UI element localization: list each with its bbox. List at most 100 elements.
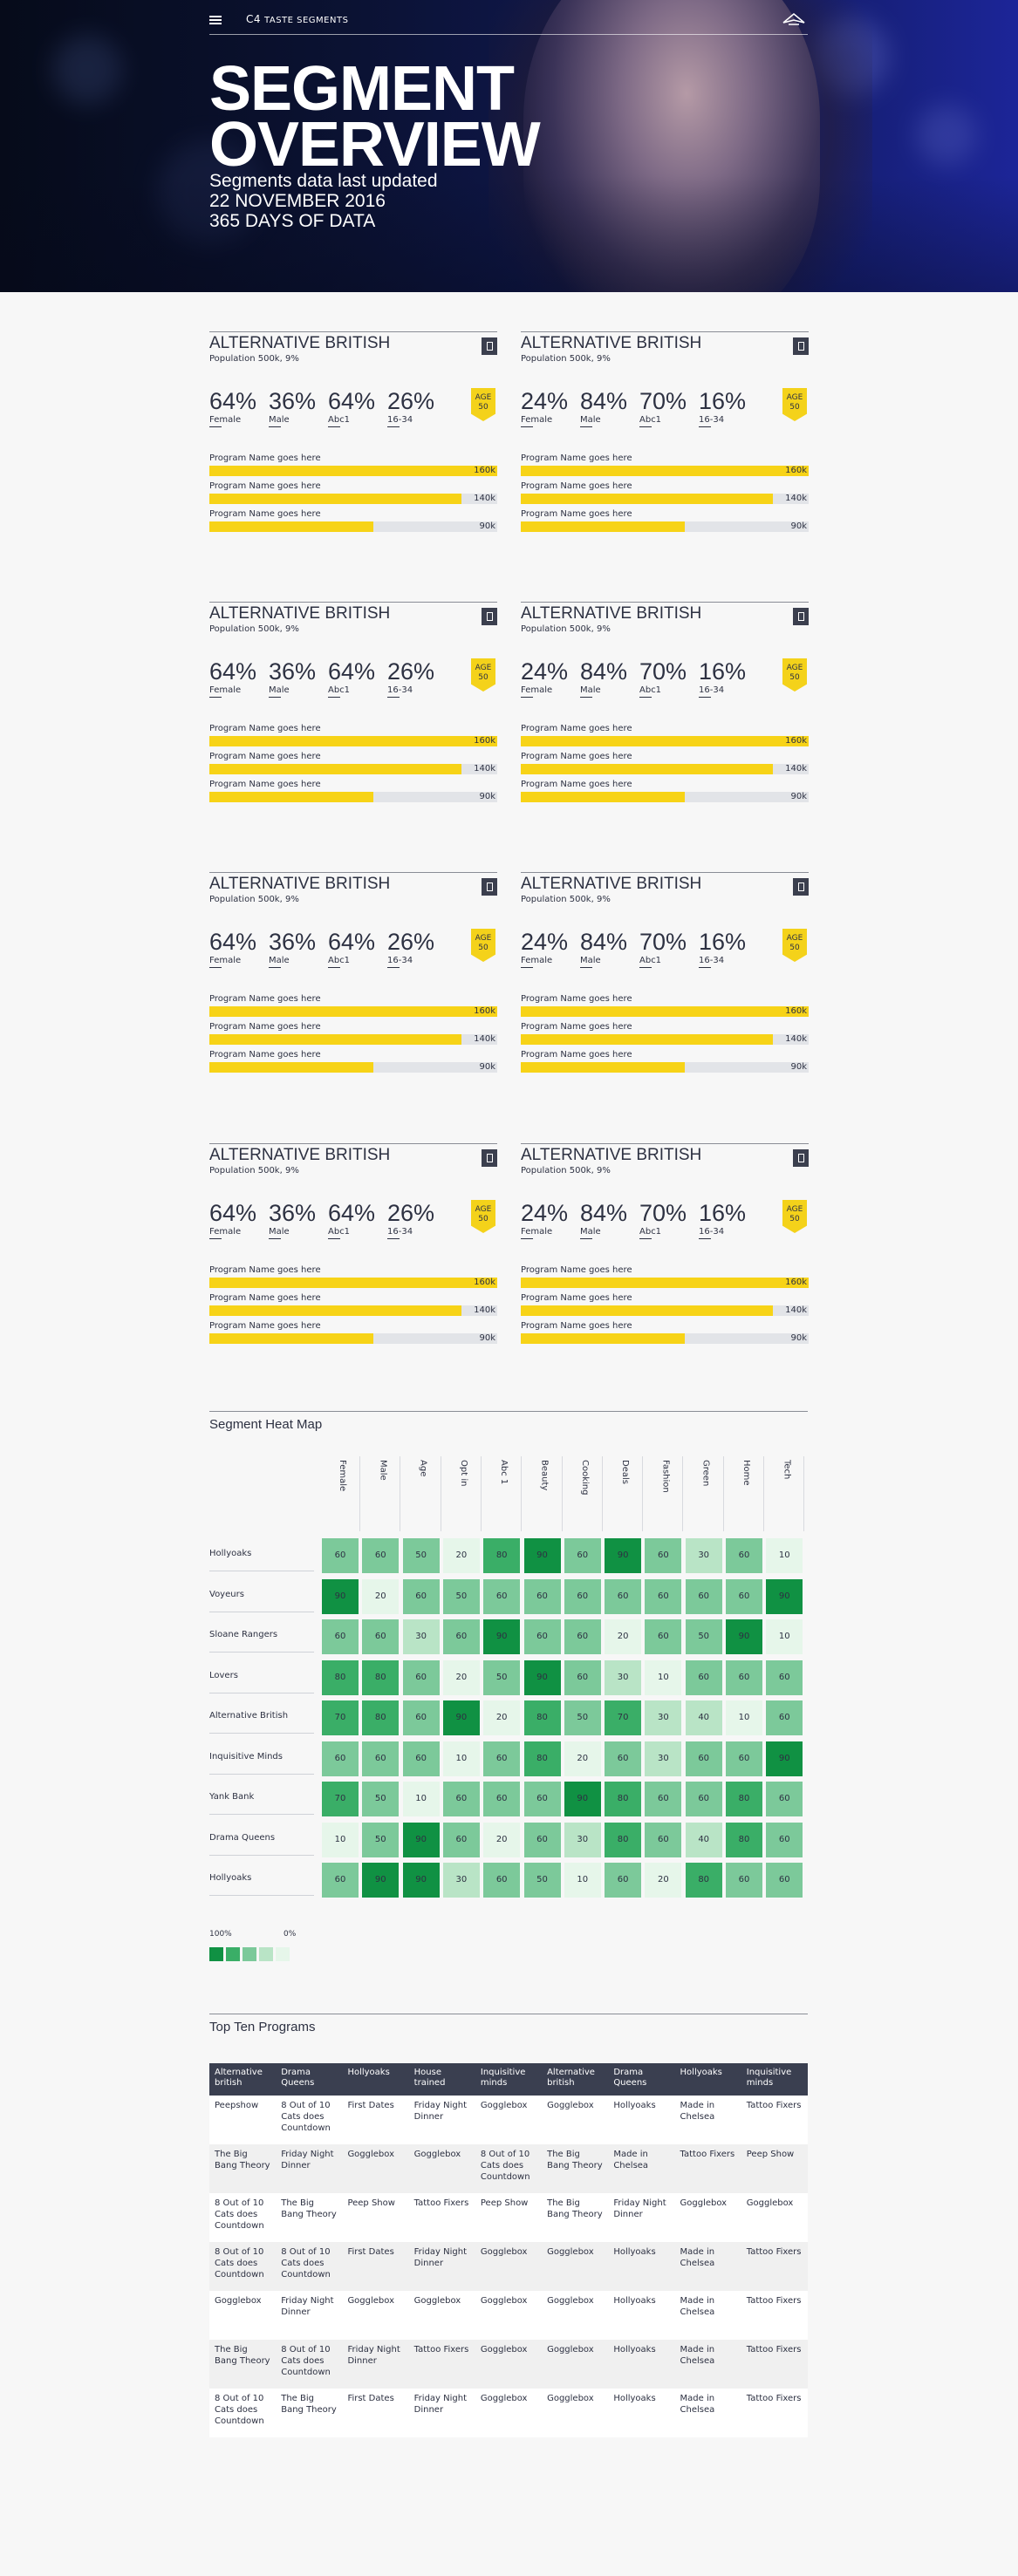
program-value: 160k (474, 1278, 495, 1287)
heatmap-cell: 60 (483, 1782, 521, 1816)
stat-value: 26% (387, 658, 435, 685)
table-cell: Gogglebox (342, 2291, 409, 2340)
program-list: Program Name goes here 160k Program Name g… (521, 453, 809, 537)
heatmap-cell: 60 (766, 1863, 803, 1898)
column-header[interactable]: Drama Queens (276, 2063, 343, 2096)
heatmap-cell: 60 (402, 1741, 440, 1776)
brand-name[interactable]: C4 TASTE SEGMENTS (246, 13, 349, 25)
card-header: ALTERNATIVE BRITISH Population 500k, 9% (521, 602, 809, 634)
card-header: ALTERNATIVE BRITISH Population 500k, 9% (209, 1143, 497, 1176)
heatmap-cell: 60 (685, 1741, 722, 1776)
column-header[interactable]: Hollyoaks (342, 2063, 409, 2096)
top-navigation-bar: C4 TASTE SEGMENTS (209, 12, 808, 35)
heatmap-cell: 80 (322, 1659, 359, 1695)
program-value: 90k (790, 1333, 807, 1343)
table-cell: 8 Out of 10 Cats does Countdown (209, 2193, 277, 2242)
heatmap-cell: 80 (523, 1741, 561, 1776)
segment-population: Population 500k, 9% (209, 354, 299, 364)
column-header[interactable]: Alternative british (542, 2063, 609, 2096)
stat-value: 36% (269, 929, 317, 955)
export-icon[interactable] (793, 878, 809, 896)
program-bar: 140k (209, 764, 497, 774)
program-item: Program Name goes here 90k (521, 509, 809, 537)
program-bar: 90k (521, 1062, 809, 1073)
export-icon[interactable] (482, 878, 497, 896)
column-header[interactable]: Inquisitive minds (475, 2063, 543, 2096)
stat-item: 64% Female (209, 659, 256, 698)
segment-stats: 64% Female 36% Male 64% Abc1 26% 16-34 AGE 50 (209, 929, 497, 980)
stat-item: 64% Abc1 (328, 389, 375, 427)
heatmap-cell: 20 (483, 1822, 521, 1857)
heatmap-cell: 80 (362, 1700, 400, 1735)
stat-item: 84% Male (580, 930, 627, 968)
program-list: Program Name goes here 160k Program Name g… (521, 994, 809, 1078)
heatmap-cell: 30 (402, 1619, 440, 1654)
segment-stats: 24% Female 84% Male 70% Abc1 16% 16-34 AGE 50 (521, 388, 809, 440)
table-cell: Friday Night Dinner (408, 2389, 475, 2437)
heatmap-cell: 60 (726, 1659, 762, 1695)
export-icon[interactable] (482, 1149, 497, 1167)
stat-value: 24% (521, 1200, 569, 1226)
heatmap-cell: 60 (402, 1578, 440, 1614)
program-bar: 90k (521, 792, 809, 802)
program-bar: 160k (209, 466, 497, 476)
program-value: 90k (479, 521, 495, 531)
stat-label: Male (580, 956, 627, 968)
program-bar: 160k (521, 466, 809, 476)
table-cell: Friday Night Dinner (408, 2242, 475, 2291)
table-cell: Gogglebox (542, 2242, 609, 2291)
column-header[interactable]: Alternative british (209, 2063, 277, 2096)
channel-logo-icon[interactable] (782, 12, 806, 28)
age-badge: AGE 50 (471, 1200, 495, 1233)
table-cell: The Big Bang Theory (276, 2193, 343, 2242)
column-header[interactable]: Drama Queens (608, 2063, 675, 2096)
export-icon[interactable] (482, 608, 497, 625)
column-header[interactable]: Hollyoaks (674, 2063, 741, 2096)
program-name: Program Name goes here (521, 1050, 632, 1060)
segment-title: ALTERNATIVE BRITISH (521, 604, 702, 623)
column-header[interactable]: House trained (408, 2063, 475, 2096)
table-cell: Hollyoaks (608, 2340, 675, 2389)
program-bar-fill (209, 764, 461, 774)
segment-card: ALTERNATIVE BRITISH Population 500k, 9% 24… (521, 1143, 809, 1361)
program-bar-fill (521, 1333, 686, 1344)
program-name: Program Name goes here (521, 724, 632, 733)
export-icon[interactable] (793, 337, 809, 355)
export-icon[interactable] (793, 1149, 809, 1167)
table-cell: Made in Chelsea (608, 2144, 675, 2193)
program-name: Program Name goes here (521, 752, 632, 761)
heatmap-cell: 60 (362, 1538, 400, 1573)
heatmap-cell: 60 (362, 1741, 400, 1776)
column-header[interactable]: Inquisitive minds (741, 2063, 808, 2096)
program-name: Program Name goes here (209, 1321, 321, 1331)
program-item: Program Name goes here 140k (209, 752, 497, 780)
program-value: 90k (479, 1333, 495, 1343)
heatmap-cell: 60 (645, 1822, 682, 1857)
segment-stats: 64% Female 36% Male 64% Abc1 26% 16-34 AGE 50 (209, 658, 497, 710)
table-cell: Gogglebox (475, 2389, 543, 2437)
heatmap-cell: 60 (523, 1619, 561, 1654)
table-cell: 8 Out of 10 Cats does Countdown (209, 2242, 277, 2291)
program-bar-fill (209, 792, 374, 802)
heatmap-cell: 60 (685, 1659, 722, 1695)
heatmap-cell: 90 (523, 1659, 561, 1695)
export-icon[interactable] (482, 337, 497, 355)
hamburger-menu-icon[interactable] (209, 16, 222, 24)
stat-label: Male (269, 956, 316, 968)
program-name: Program Name goes here (521, 1321, 632, 1331)
program-value: 160k (785, 466, 807, 475)
program-item: Program Name goes here 90k (209, 780, 497, 808)
program-bar: 90k (521, 521, 809, 532)
program-bar-fill (209, 1006, 497, 1017)
heatmap-cell: 60 (523, 1782, 561, 1816)
stat-item: 70% Abc1 (639, 389, 687, 427)
stat-value: 64% (328, 1200, 376, 1226)
stat-value: 64% (209, 929, 257, 955)
export-icon[interactable] (793, 608, 809, 625)
heatmap-cell: 30 (605, 1659, 642, 1695)
program-name: Program Name goes here (209, 1265, 321, 1275)
stat-item: 84% Male (580, 389, 627, 427)
heatmap-row-label: Yank Bank (209, 1782, 314, 1815)
heatmap-cell: 60 (605, 1578, 642, 1614)
stat-value: 70% (639, 658, 687, 685)
